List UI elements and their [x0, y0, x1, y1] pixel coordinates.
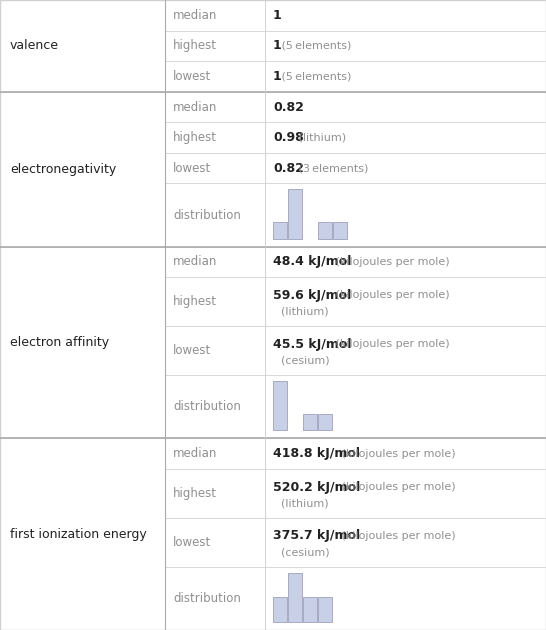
- Text: (5 elements): (5 elements): [278, 41, 352, 51]
- Bar: [0, 438, 165, 630]
- Bar: [165, 326, 265, 375]
- Bar: [165, 0, 265, 31]
- Text: (kilojoules per mole): (kilojoules per mole): [338, 531, 455, 541]
- Text: highest: highest: [173, 295, 217, 308]
- Text: 45.5 kJ/mol: 45.5 kJ/mol: [273, 338, 352, 351]
- Bar: [265, 567, 546, 630]
- Text: (cesium): (cesium): [281, 355, 330, 365]
- Bar: [165, 518, 265, 567]
- Bar: [318, 222, 332, 239]
- Bar: [265, 247, 546, 277]
- Text: 375.7 kJ/mol: 375.7 kJ/mol: [273, 529, 360, 542]
- Text: (kilojoules per mole): (kilojoules per mole): [333, 290, 450, 301]
- Bar: [165, 92, 265, 122]
- Bar: [165, 567, 265, 630]
- Text: 418.8 kJ/mol: 418.8 kJ/mol: [273, 447, 360, 460]
- Text: distribution: distribution: [173, 400, 241, 413]
- Bar: [273, 222, 287, 239]
- Text: (lithium): (lithium): [295, 133, 346, 142]
- Text: 520.2 kJ/mol: 520.2 kJ/mol: [273, 481, 360, 493]
- Bar: [265, 375, 546, 438]
- Text: highest: highest: [173, 131, 217, 144]
- Text: 1: 1: [273, 9, 282, 22]
- Bar: [265, 61, 546, 92]
- Bar: [165, 153, 265, 183]
- Bar: [265, 438, 546, 469]
- Bar: [265, 92, 546, 122]
- Bar: [273, 381, 287, 430]
- Bar: [265, 277, 546, 326]
- Bar: [0, 92, 165, 247]
- Text: valence: valence: [10, 39, 59, 52]
- Bar: [165, 122, 265, 153]
- Bar: [265, 183, 546, 247]
- Text: 0.82: 0.82: [273, 162, 304, 175]
- Text: (lithium): (lithium): [281, 498, 329, 508]
- Bar: [303, 414, 317, 430]
- Text: (kilojoules per mole): (kilojoules per mole): [333, 257, 450, 267]
- Bar: [318, 597, 332, 622]
- Text: lowest: lowest: [173, 536, 211, 549]
- Text: highest: highest: [173, 39, 217, 52]
- Text: electron affinity: electron affinity: [10, 336, 109, 349]
- Bar: [288, 190, 302, 239]
- Text: (kilojoules per mole): (kilojoules per mole): [338, 482, 455, 492]
- Bar: [265, 326, 546, 375]
- Text: electronegativity: electronegativity: [10, 163, 116, 176]
- Text: median: median: [173, 9, 217, 22]
- Bar: [165, 375, 265, 438]
- Text: lowest: lowest: [173, 162, 211, 175]
- Text: highest: highest: [173, 487, 217, 500]
- Bar: [265, 0, 546, 31]
- Bar: [288, 573, 302, 622]
- Bar: [0, 0, 165, 92]
- Text: (kilojoules per mole): (kilojoules per mole): [338, 449, 455, 459]
- Bar: [165, 469, 265, 518]
- Text: median: median: [173, 101, 217, 113]
- Bar: [165, 438, 265, 469]
- Text: 1: 1: [273, 70, 282, 83]
- Text: 0.98: 0.98: [273, 131, 304, 144]
- Text: lowest: lowest: [173, 344, 211, 357]
- Bar: [165, 31, 265, 61]
- Text: lowest: lowest: [173, 70, 211, 83]
- Bar: [265, 122, 546, 153]
- Bar: [165, 183, 265, 247]
- Bar: [265, 31, 546, 61]
- Bar: [273, 597, 287, 622]
- Text: (kilojoules per mole): (kilojoules per mole): [333, 340, 450, 349]
- Bar: [333, 222, 347, 239]
- Bar: [165, 247, 265, 277]
- Bar: [165, 61, 265, 92]
- Text: median: median: [173, 447, 217, 460]
- Bar: [318, 414, 332, 430]
- Text: distribution: distribution: [173, 592, 241, 605]
- Bar: [303, 597, 317, 622]
- Bar: [265, 518, 546, 567]
- Text: 1: 1: [273, 39, 282, 52]
- Text: 59.6 kJ/mol: 59.6 kJ/mol: [273, 289, 351, 302]
- Text: first ionization energy: first ionization energy: [10, 528, 147, 541]
- Bar: [165, 277, 265, 326]
- Text: distribution: distribution: [173, 209, 241, 222]
- Text: median: median: [173, 256, 217, 268]
- Text: (cesium): (cesium): [281, 547, 330, 557]
- Bar: [265, 153, 546, 183]
- Bar: [0, 247, 165, 438]
- Text: (3 elements): (3 elements): [295, 163, 368, 173]
- Text: 0.82: 0.82: [273, 101, 304, 113]
- Bar: [265, 469, 546, 518]
- Text: 48.4 kJ/mol: 48.4 kJ/mol: [273, 256, 352, 268]
- Text: (5 elements): (5 elements): [278, 71, 352, 81]
- Text: (lithium): (lithium): [281, 307, 329, 316]
